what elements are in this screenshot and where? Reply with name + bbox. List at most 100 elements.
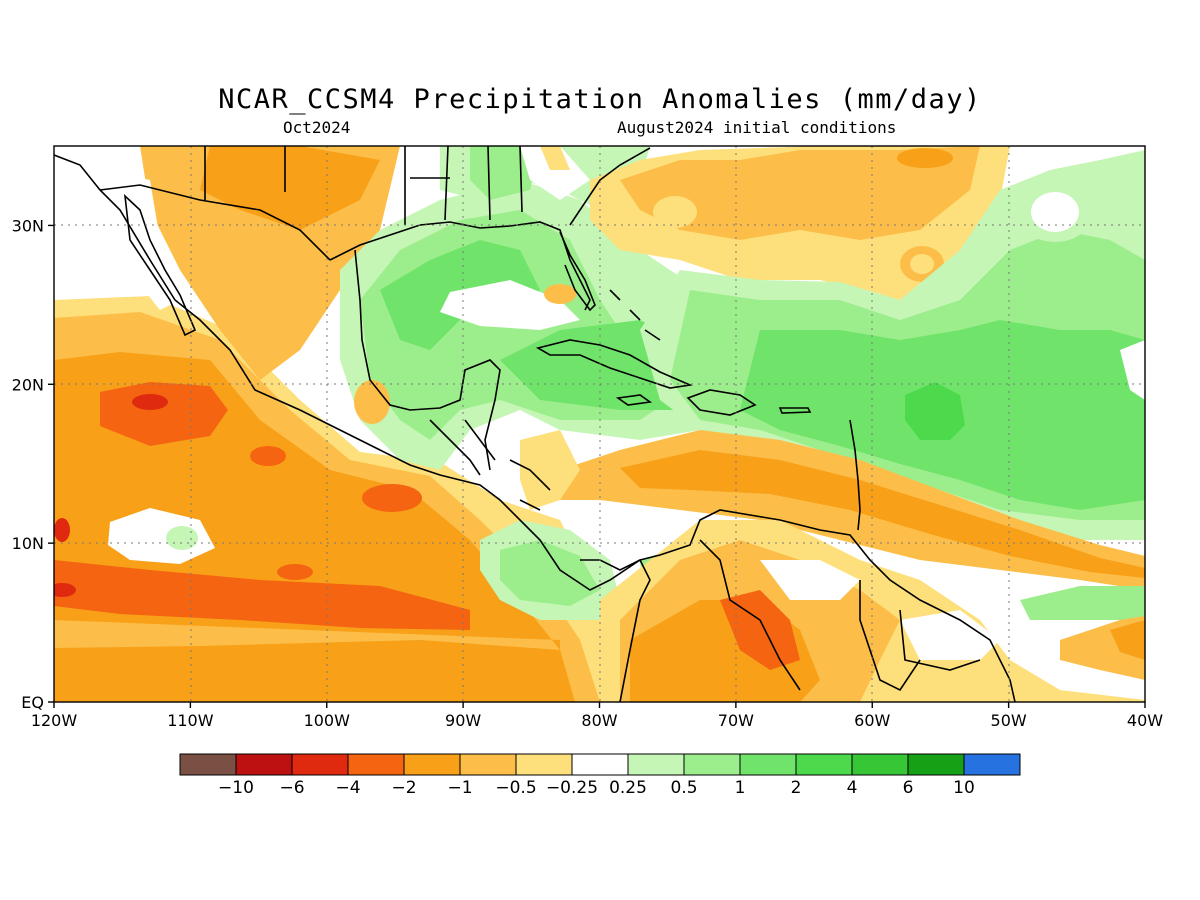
colorbar-label: 2 (791, 778, 802, 798)
colorbar-swatch (907, 753, 965, 776)
bahamas (609, 289, 661, 341)
yucatan-dry-cell (354, 380, 390, 424)
colorbar-label: 10 (953, 778, 975, 798)
southeast-us-dry (540, 146, 570, 170)
us-east-coast (569, 147, 651, 226)
cuba (535, 339, 693, 389)
colorbar: −10 −6 −4 −2 −1 −0.5 −0.25 0.25 0.5 1 2 4 6 10 (179, 753, 1021, 798)
pacific-dry-core-cell (250, 446, 286, 466)
atlantic-neutral-hole-3 (1031, 192, 1079, 232)
pacific-neutral-hole (108, 508, 215, 564)
colorbar-label: −0.5 (495, 778, 536, 798)
florida-dry-cell (544, 284, 576, 304)
southeast-us-wet-mid (470, 146, 540, 200)
coastlines (54, 146, 1016, 702)
pacific-dry-extreme (54, 583, 76, 597)
colorbar-swatch (515, 753, 573, 776)
atlantic-north-dry-cell (897, 148, 953, 168)
x-tick-label: 120W (31, 711, 78, 730)
jamaica (615, 394, 653, 406)
gulf-coast (329, 221, 591, 311)
anomaly-field (54, 146, 1145, 702)
pacific-dry-core-cell-3 (277, 564, 313, 580)
colorbar-label: 6 (903, 778, 914, 798)
venezuela-interior (699, 539, 801, 691)
colorbar-swatch (291, 753, 349, 776)
guyana-border (859, 580, 921, 692)
pacific-dry-core-cell-2 (362, 484, 422, 512)
y-tick-label: EQ (21, 693, 44, 712)
y-tick-label: 30N (12, 216, 44, 235)
x-tick-label: 100W (304, 711, 351, 730)
guyana-neutral (900, 610, 1000, 660)
baja-peninsula (123, 193, 197, 337)
panama (580, 558, 651, 702)
hispaniola (686, 389, 757, 416)
colorbar-label: 0.5 (670, 778, 697, 798)
colorbar-swatch (179, 753, 237, 776)
colorbar-swatch (851, 753, 909, 776)
florida (559, 231, 596, 312)
pacific-wet-cell (166, 526, 198, 550)
colorbar-label: −0.25 (546, 778, 598, 798)
atlantic-north-dry-cell-2 (653, 196, 697, 228)
southeast-us-neutral (520, 146, 590, 200)
south-america-neutral (760, 560, 860, 600)
forecast-month: Oct2024 (283, 118, 351, 137)
pacific-dry-core (54, 560, 470, 630)
atlantic-wet-core (905, 382, 965, 440)
x-tick-label: 70W (718, 711, 754, 730)
y-tick-label: 10N (12, 534, 44, 553)
caribbean-dry-light-edge (520, 430, 580, 510)
colorbar-label: −2 (391, 778, 416, 798)
us-mexico-border (99, 146, 331, 261)
us-state-lines (404, 146, 523, 225)
colorbar-swatch (963, 753, 1021, 776)
mexico-gulf-coast (354, 249, 501, 471)
lesser-antilles (849, 419, 861, 531)
pacific-dry-extreme-3 (54, 518, 70, 542)
x-tick-label: 110W (167, 711, 214, 730)
colorbar-swatch (739, 753, 797, 776)
x-tick-label: 60W (854, 711, 890, 730)
atlantic-south-wet (1020, 586, 1145, 620)
pacific-dry-extreme-2 (132, 394, 168, 410)
colorbar-swatch (235, 753, 293, 776)
colorbar-swatch (347, 753, 405, 776)
mexico-dry-strong (200, 146, 380, 230)
south-america-dry-core (720, 590, 800, 670)
atlantic-east-neutral (1120, 340, 1145, 400)
central-america-wet-mid (500, 540, 600, 606)
south-america-coast (639, 509, 1016, 702)
colorbar-label: −6 (279, 778, 304, 798)
colorbar-label: −4 (335, 778, 360, 798)
atlantic-north-dry-cell-4 (910, 254, 934, 274)
x-tick-label: 40W (1127, 711, 1163, 730)
colorbar-swatch (571, 753, 629, 776)
y-tick-label: 20N (12, 375, 44, 394)
colorbar-label: −1 (447, 778, 472, 798)
y-axis: EQ 10N 20N 30N (12, 216, 54, 712)
puerto-rico (778, 407, 812, 414)
mexico-pacific-coast (54, 154, 641, 591)
colorbar-swatch (627, 753, 685, 776)
colorbar-swatch (403, 753, 461, 776)
colorbar-label: −10 (218, 778, 254, 798)
atlantic-south-dry-strong (1110, 620, 1145, 660)
initial-conditions: August2024 initial conditions (617, 118, 897, 137)
pacific-dry-core-north (100, 382, 228, 446)
caribbean-dry-band-strong (620, 450, 1145, 578)
map-title: NCAR_CCSM4 Precipitation Anomalies (mm/d… (218, 84, 982, 115)
colorbar-swatch (683, 753, 741, 776)
colorbar-swatch (459, 753, 517, 776)
x-tick-label: 80W (581, 711, 617, 730)
colorbar-label: 1 (735, 778, 746, 798)
colorbar-label: 4 (847, 778, 858, 798)
central-america-borders (429, 419, 551, 511)
x-axis: 120W 110W 100W 90W 80W 70W 60W 50W 40W (31, 702, 1163, 730)
colorbar-swatch (795, 753, 853, 776)
x-tick-label: 50W (991, 711, 1027, 730)
gulf-neutral-band (440, 280, 580, 330)
suriname-border (899, 609, 981, 671)
